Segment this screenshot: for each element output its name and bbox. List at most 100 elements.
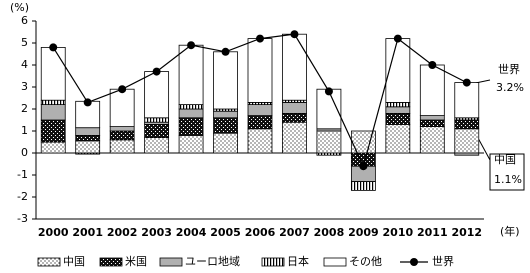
bar-segment (247, 128, 273, 154)
bar-segment (385, 102, 411, 108)
marker (290, 30, 299, 39)
bar-segment (419, 64, 445, 116)
bar-segment (213, 51, 238, 110)
x-tick-label: 2010 (383, 226, 414, 239)
bar-segment (247, 115, 273, 130)
y-tick-label: 4 (21, 58, 28, 71)
bar-segment (144, 137, 170, 154)
bar-segment (178, 104, 204, 110)
bar-segment (144, 117, 170, 123)
annotation: 1.1% (494, 173, 522, 186)
y-tick-label: -1 (17, 168, 28, 181)
annotation-box (489, 153, 525, 191)
bar-segment (213, 110, 238, 119)
y-tick-label: -3 (17, 212, 28, 225)
bar-segment (109, 126, 135, 132)
legend-swatch (99, 257, 123, 267)
x-tick-label: 2006 (245, 226, 276, 239)
x-tick-label: 2000 (38, 226, 69, 239)
marker (359, 162, 368, 171)
x-tick-label: 2012 (451, 226, 482, 239)
legend-label: 米国 (125, 255, 147, 268)
annotations: 世界 3.2% 中国 1.1% (465, 63, 525, 191)
x-tick-label: 2002 (107, 226, 138, 239)
bar-segment (350, 181, 376, 191)
marker (462, 78, 471, 87)
bar-segment (75, 140, 101, 154)
y-tick-label: 6 (21, 14, 28, 27)
bar-segment (75, 134, 101, 142)
bar-segment (247, 104, 273, 116)
marker (256, 34, 264, 43)
legend-label: 世界 (432, 255, 454, 268)
bar-segment (419, 126, 445, 154)
x-tick-label: 2003 (141, 226, 172, 239)
legend-swatch (323, 257, 347, 267)
bar-segment (316, 130, 342, 154)
x-tick-label: 2011 (417, 226, 448, 239)
y-tick-label: 0 (21, 146, 28, 159)
legend-swatch (159, 257, 183, 267)
bar-segment (178, 108, 204, 119)
y-tick-label: 5 (21, 36, 28, 49)
bar-segment (419, 115, 445, 121)
bar-segment (316, 152, 342, 156)
leader (477, 137, 491, 161)
bar-segment (40, 104, 66, 121)
bar-segment (109, 130, 135, 141)
bar-segment (282, 113, 307, 123)
bar-segment (419, 119, 445, 127)
bar-segment (109, 88, 135, 127)
bar-segment (454, 152, 480, 156)
bar-segment (282, 33, 307, 101)
annotation: 3.2% (496, 81, 524, 94)
legend-marker (410, 258, 418, 266)
y-tick-label: -2 (17, 190, 28, 203)
y-axis-label: (%) (10, 1, 29, 14)
bar-segment (385, 113, 411, 125)
marker (428, 61, 437, 69)
bar-segment (75, 152, 101, 155)
bar-segment (144, 124, 170, 139)
bar-segment (40, 99, 66, 105)
x-tick-label: 2005 (210, 226, 241, 239)
marker (324, 87, 333, 96)
marker (187, 41, 196, 50)
marker (83, 98, 92, 107)
legend-label: 中国 (63, 255, 85, 268)
y-tick-label: 2 (21, 102, 28, 115)
bar-segment (385, 106, 411, 114)
bar-segment (40, 141, 66, 154)
bar-segment (454, 119, 480, 130)
y-tick-label: 3 (21, 80, 28, 93)
bar-segment (282, 121, 307, 154)
legend-label: ユーロ地域 (185, 255, 240, 268)
bar-segment (213, 117, 238, 134)
bar-segment (213, 132, 238, 154)
x-tick-label: 2004 (176, 226, 207, 239)
bar-segment (282, 102, 307, 114)
annotation: 中国 (494, 153, 516, 166)
bar-segment (109, 139, 135, 154)
annotation: 世界 (498, 63, 520, 76)
bar-segment (454, 128, 480, 154)
bar-segment (385, 124, 411, 154)
bar-segment (178, 117, 204, 136)
legend-label: その他 (349, 255, 382, 268)
x-tick-label: 2008 (314, 226, 345, 239)
y-tick-label: 1 (21, 124, 28, 137)
bar-segment (40, 47, 66, 101)
bar-segment (144, 71, 170, 119)
bar-segment (454, 82, 480, 119)
x-tick-label: 2007 (279, 226, 310, 239)
bar-segment (178, 134, 204, 154)
marker (118, 85, 127, 94)
marker (49, 43, 58, 52)
x-axis-label: (年) (500, 224, 520, 238)
bar-segment (178, 44, 204, 106)
legend-label: 日本 (287, 254, 309, 268)
bar-segment (75, 127, 101, 136)
marker (221, 47, 230, 56)
bar-segment (247, 38, 273, 103)
